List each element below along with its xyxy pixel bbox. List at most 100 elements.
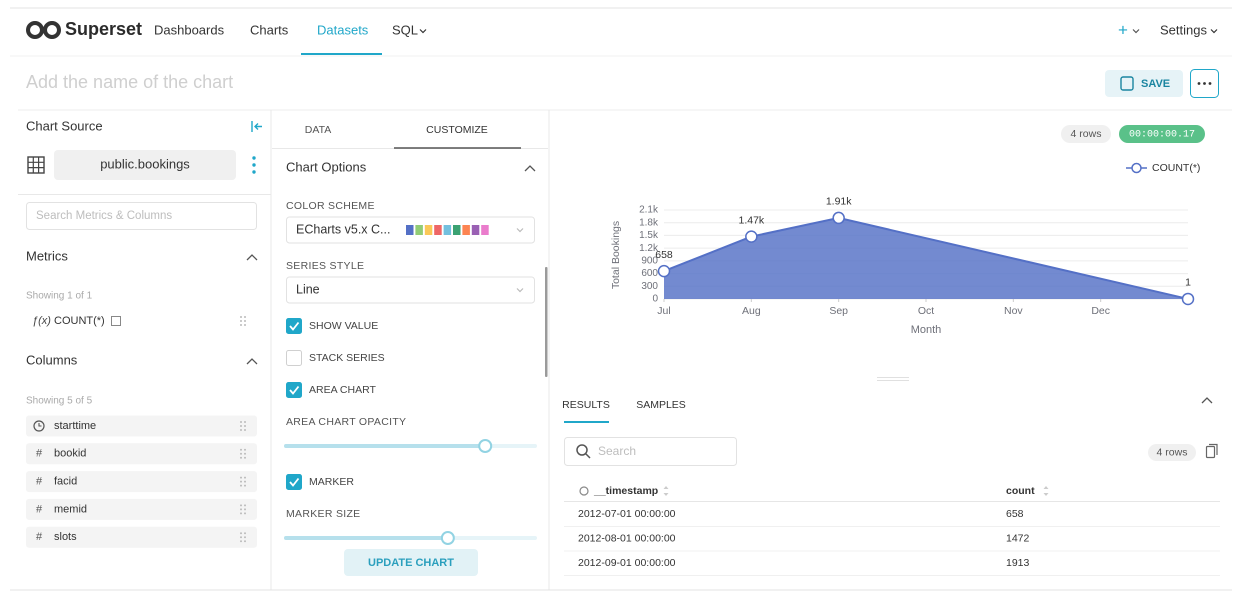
column-type-icon: # <box>36 503 43 515</box>
checkbox[interactable] <box>286 474 302 490</box>
dataset-box[interactable] <box>54 150 236 180</box>
color-swatch <box>462 225 470 235</box>
nav-item[interactable]: Dashboards <box>154 22 225 37</box>
results-tab[interactable]: SAMPLES <box>636 399 686 411</box>
sort-icon[interactable] <box>1043 486 1049 496</box>
slider-handle[interactable] <box>440 531 455 545</box>
column-label[interactable]: starttime <box>54 420 96 432</box>
nav-item[interactable]: Datasets <box>317 22 369 37</box>
checkmark <box>289 385 300 395</box>
legend-label[interactable]: COUNT(*) <box>1152 162 1200 174</box>
dataset-menu[interactable] <box>252 170 256 174</box>
drag-handle <box>244 324 246 326</box>
drag-handle <box>240 456 242 459</box>
column-item[interactable] <box>26 526 257 548</box>
save-label[interactable]: SAVE <box>1141 78 1170 90</box>
drag-handle <box>240 452 242 455</box>
column-item[interactable] <box>26 471 257 493</box>
update-chart-button[interactable] <box>344 549 478 576</box>
drag-handle <box>244 429 246 431</box>
column-label[interactable]: bookid <box>54 448 86 460</box>
drag-handle <box>240 425 242 427</box>
brand[interactable]: Superset <box>65 19 142 39</box>
y-tick-label: 2.1k <box>639 205 659 216</box>
new-button[interactable]: + <box>1118 20 1128 39</box>
checkbox[interactable] <box>286 350 302 366</box>
drag-handle <box>240 540 242 543</box>
table-cell: 2012-09-01 00:00:00 <box>578 557 676 569</box>
dataset-menu[interactable] <box>252 156 256 160</box>
checkbox-label[interactable]: MARKER <box>309 476 354 488</box>
metric-label[interactable]: COUNT(*) <box>54 315 105 327</box>
table-header[interactable]: count <box>1006 485 1035 497</box>
column-label[interactable]: facid <box>54 476 77 488</box>
color-swatch <box>406 225 414 235</box>
drag-handle <box>240 484 242 487</box>
collapse-icon[interactable] <box>1201 397 1213 404</box>
section-heading[interactable]: Chart Options <box>286 159 367 174</box>
collapse-icon[interactable] <box>246 358 258 365</box>
settings-menu[interactable]: Settings <box>1160 22 1207 37</box>
more-dots <box>1197 82 1212 85</box>
column-item[interactable] <box>26 498 257 520</box>
column-type-icon: # <box>36 531 43 543</box>
column-label[interactable]: slots <box>54 531 77 543</box>
nav-item[interactable]: Charts <box>250 22 289 37</box>
timer: 00:00:00.17 <box>1129 130 1195 141</box>
collapse-icon[interactable] <box>246 254 258 261</box>
row-count: 4 rows <box>1157 446 1188 458</box>
checkbox[interactable] <box>286 318 302 334</box>
copy-icon[interactable] <box>1205 445 1216 459</box>
table-header[interactable]: __timestamp <box>593 485 658 497</box>
results-search[interactable] <box>564 437 737 466</box>
results-tab[interactable]: RESULTS <box>562 399 610 411</box>
collapse-icon[interactable] <box>524 165 536 172</box>
drag-handle <box>244 316 246 318</box>
column-label[interactable]: memid <box>54 503 87 515</box>
metric-icon: ƒ(x) <box>32 315 51 327</box>
update-chart-label[interactable]: UPDATE CHART <box>368 557 454 569</box>
drag-handle <box>240 324 242 326</box>
checkbox-label[interactable]: STACK SERIES <box>309 352 385 364</box>
value-label: 1.47k <box>738 214 764 226</box>
select-value[interactable]: Line <box>296 282 320 296</box>
drag-handle <box>244 504 246 507</box>
drag-handle <box>240 480 242 483</box>
copy-icon <box>1209 443 1218 455</box>
marker[interactable] <box>832 211 845 225</box>
logo-ring <box>43 21 61 39</box>
marker[interactable] <box>745 230 758 243</box>
x-axis-label: Month <box>911 324 942 336</box>
select[interactable] <box>286 276 535 304</box>
dataset-menu[interactable] <box>252 163 256 167</box>
color-swatch <box>443 225 452 235</box>
marker[interactable] <box>657 264 671 278</box>
checkbox-label[interactable]: AREA CHART <box>309 384 376 396</box>
column-type-icon <box>38 423 42 427</box>
logo[interactable] <box>26 21 61 39</box>
checkbox[interactable] <box>286 382 302 398</box>
control-tab[interactable]: DATA <box>305 124 331 136</box>
dataset-name[interactable]: public.bookings <box>100 156 190 171</box>
x-tick-label: Dec <box>1091 305 1110 317</box>
table-cell: 1472 <box>1006 532 1030 544</box>
nav-item[interactable]: SQL <box>392 22 418 37</box>
drag-handle <box>244 512 246 515</box>
control-tab[interactable]: CUSTOMIZE <box>426 124 488 136</box>
column-item[interactable] <box>26 415 257 437</box>
color-swatch <box>471 225 480 235</box>
x-tick-label: Oct <box>918 305 934 317</box>
search-input[interactable] <box>26 202 257 230</box>
chart-name-input[interactable]: Add the name of the chart <box>26 72 233 92</box>
drag-handle <box>240 532 242 535</box>
drag-handle <box>240 512 242 515</box>
select-value[interactable]: ECharts v5.x C... <box>296 222 390 236</box>
checkbox-label[interactable]: SHOW VALUE <box>309 320 378 332</box>
table-cell: 1913 <box>1006 557 1030 569</box>
column-item[interactable] <box>26 443 257 465</box>
collapse-panel-icon[interactable] <box>251 121 262 132</box>
slider-handle[interactable] <box>478 439 493 453</box>
marker[interactable] <box>1181 292 1195 306</box>
sort-icon[interactable] <box>663 486 669 496</box>
caret <box>1132 29 1140 34</box>
